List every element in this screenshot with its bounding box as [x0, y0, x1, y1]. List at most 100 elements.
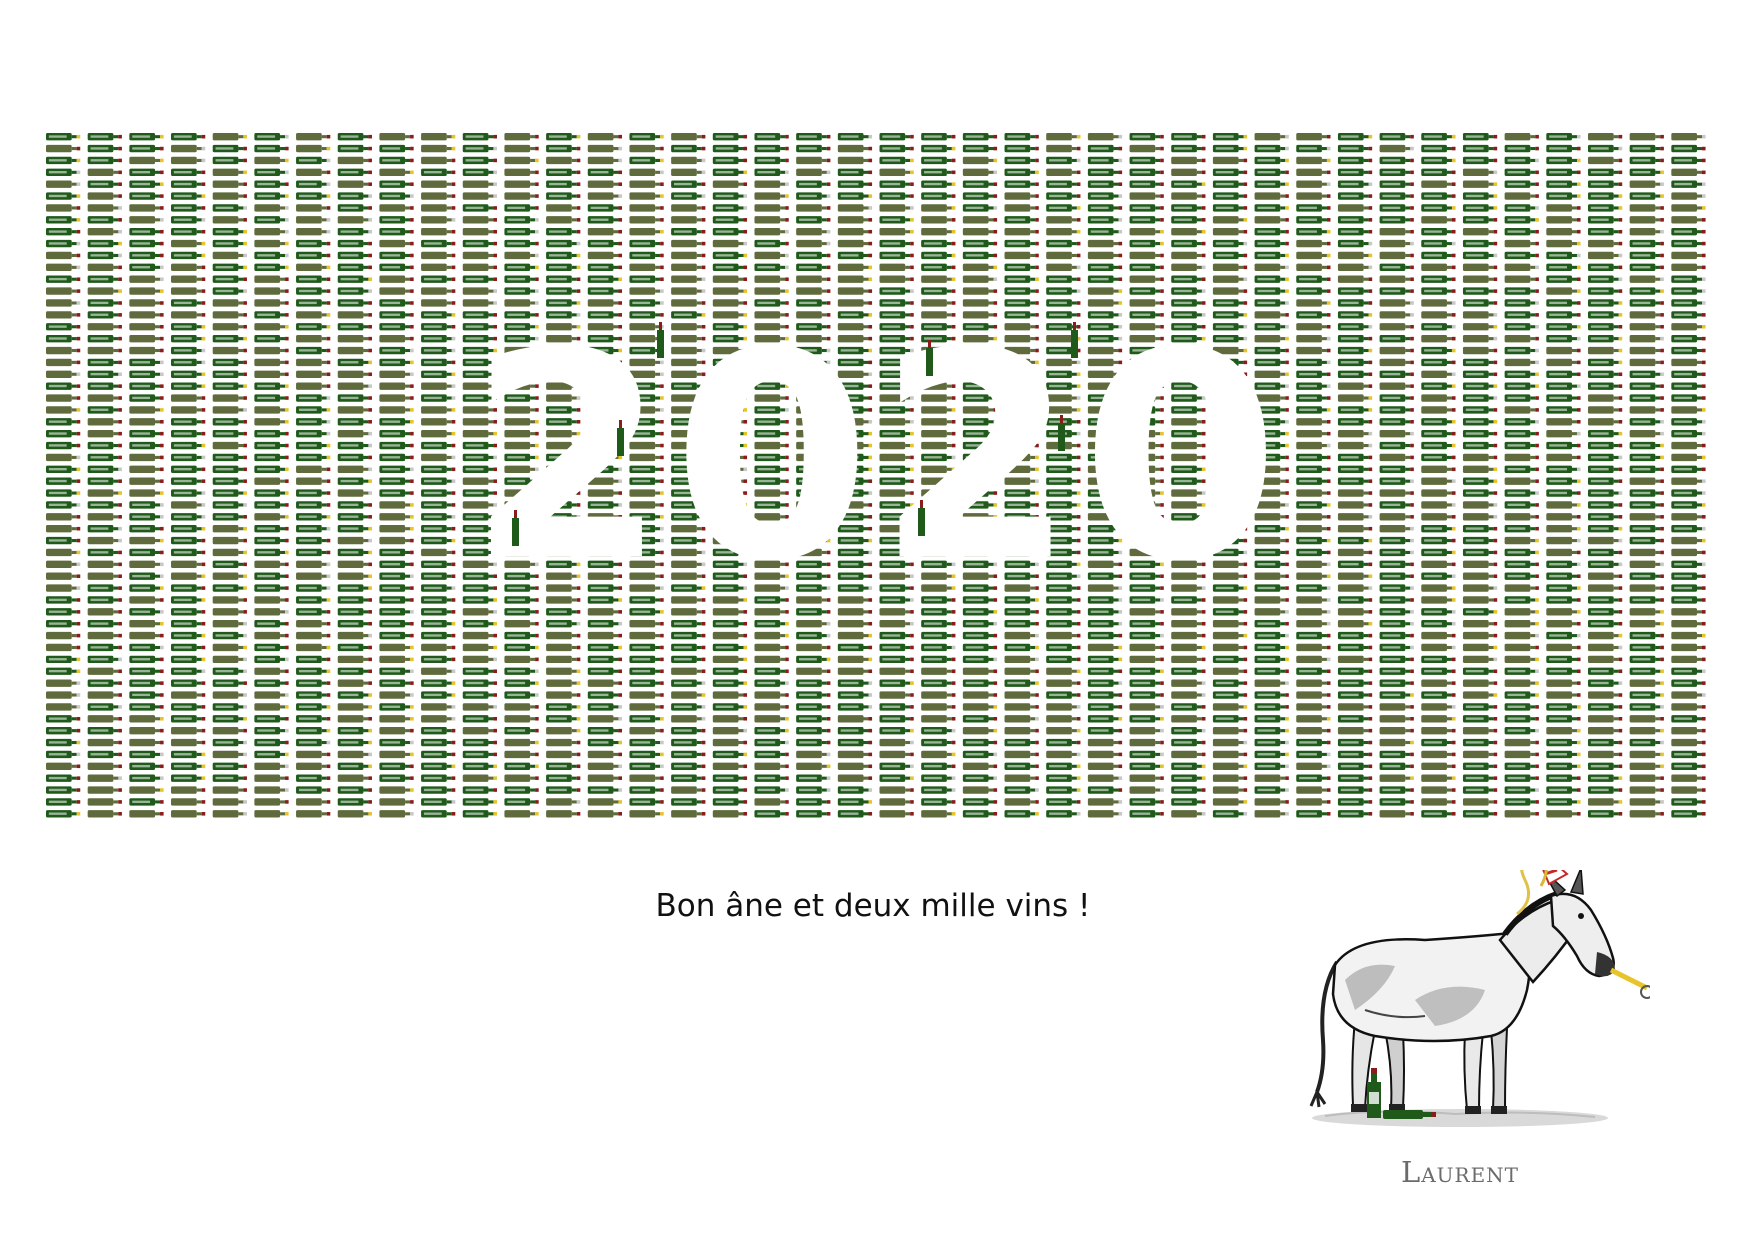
- wine-bottle-icon: [337, 620, 372, 628]
- wine-bottle-icon: [712, 358, 748, 367]
- wine-bottle-icon: [171, 263, 206, 272]
- wine-bottle-icon: [1462, 299, 1498, 307]
- wine-bottle-icon: [1462, 287, 1498, 295]
- wine-bottle-icon: [1379, 774, 1414, 782]
- wine-bottle-icon: [1462, 489, 1498, 497]
- wine-bottle-icon: [1129, 453, 1164, 462]
- wine-bottle-icon: [754, 620, 789, 628]
- wine-bottle-icon: [1129, 655, 1164, 664]
- wine-bottle-icon: [379, 513, 414, 521]
- wine-bottle-icon: [1171, 774, 1206, 782]
- wine-bottle-icon: [671, 774, 706, 782]
- wine-bottle-icon: [671, 453, 706, 462]
- wine-bottle-icon: [1629, 762, 1664, 770]
- wine-bottle-icon: [1087, 453, 1123, 462]
- wine-bottle-icon: [337, 263, 372, 272]
- wine-bottle-icon: [1587, 156, 1623, 165]
- wine-bottle-icon: [504, 679, 539, 687]
- wine-bottle-icon: [587, 798, 623, 806]
- wine-bottle-icon: [1087, 156, 1123, 165]
- wine-bottle-icon: [796, 525, 831, 533]
- wine-bottle-icon: [1504, 239, 1539, 248]
- wine-bottle-icon: [1462, 180, 1498, 188]
- wine-bottle-icon: [171, 560, 206, 569]
- wine-bottle-icon: [1129, 406, 1164, 414]
- wine-bottle-icon: [46, 156, 81, 165]
- wine-bottle-icon: [462, 477, 497, 485]
- wine-bottle-icon: [1046, 477, 1081, 485]
- wine-bottle-icon: [129, 275, 164, 283]
- wine-bottle-icon: [1629, 180, 1664, 188]
- wine-bottle-icon: [1504, 536, 1539, 545]
- wine-bottle-icon: [1587, 691, 1623, 699]
- wine-bottle-icon: [337, 536, 372, 545]
- wine-bottle-icon: [921, 810, 956, 818]
- wine-bottle-icon: [837, 738, 873, 747]
- wine-bottle-icon: [629, 192, 664, 200]
- wine-bottle-icon: [337, 180, 372, 188]
- wine-bottle-icon: [587, 441, 623, 450]
- wine-bottle-icon: [796, 584, 831, 592]
- wine-bottle-icon: [1337, 275, 1373, 283]
- wine-bottle-icon: [1212, 643, 1248, 652]
- wine-bottle-icon: [796, 382, 831, 390]
- wine-bottle-icon: [671, 180, 706, 188]
- wine-bottle-icon: [1337, 536, 1373, 545]
- wine-bottle-icon: [712, 738, 748, 747]
- wine-bottle-icon: [1296, 798, 1331, 806]
- wine-bottle-icon: [962, 311, 998, 319]
- wine-bottle-icon: [1421, 596, 1456, 604]
- wine-bottle-icon: [546, 513, 581, 521]
- wine-bottle-icon: [921, 334, 956, 343]
- wine-bottle-icon: [254, 548, 289, 557]
- wine-bottle-icon: [1004, 655, 1039, 664]
- wine-bottle-icon: [1546, 358, 1581, 367]
- wine-bottle-icon: [587, 429, 623, 438]
- wine-bottle-icon: [254, 572, 289, 580]
- wine-bottle-icon: [379, 287, 414, 295]
- wine-bottle-icon: [587, 133, 623, 141]
- wine-bottle-icon: [1254, 643, 1289, 652]
- wine-bottle-icon: [1046, 370, 1081, 378]
- wine-bottle-icon: [1462, 275, 1498, 283]
- wine-bottle-icon: [1379, 548, 1414, 557]
- wine-bottle-icon: [421, 703, 456, 711]
- wine-bottle-icon: [1629, 738, 1664, 747]
- wine-bottle-icon: [796, 643, 831, 652]
- wine-bottle-icon: [421, 477, 456, 485]
- wine-bottle-icon: [1171, 679, 1206, 687]
- wine-bottle-icon: [337, 192, 372, 200]
- wine-bottle-icon: [296, 144, 331, 153]
- wine-bottle-icon: [1421, 334, 1456, 343]
- wine-bottle-icon: [879, 144, 914, 153]
- wine-bottle-icon: [1046, 762, 1081, 770]
- wine-bottle-icon: [87, 228, 122, 236]
- wine-bottle-icon: [1587, 608, 1623, 616]
- wine-bottle-icon: [1546, 204, 1581, 212]
- wine-bottle-icon: [379, 168, 414, 177]
- wine-bottle-icon: [87, 180, 122, 188]
- wine-bottle-icon: [546, 406, 581, 414]
- wine-bottle-icon: [1337, 584, 1373, 592]
- wine-bottle-icon: [921, 429, 956, 438]
- wine-bottle-icon: [657, 322, 664, 358]
- wine-bottle-icon: [87, 703, 122, 711]
- wine-bottle-icon: [1337, 311, 1373, 319]
- wine-bottle-icon: [1296, 251, 1331, 260]
- wine-bottle-icon: [1296, 429, 1331, 438]
- wine-bottle-icon: [962, 418, 998, 426]
- wine-bottle-icon: [337, 418, 372, 426]
- wine-bottle-icon: [87, 489, 122, 497]
- wine-bottle-icon: [1212, 180, 1248, 188]
- wine-bottle-icon: [254, 786, 289, 794]
- wine-bottle-icon: [87, 406, 122, 414]
- wine-bottle-icon: [1587, 263, 1623, 272]
- wine-bottle-icon: [171, 667, 206, 675]
- wine-bottle-icon: [379, 525, 414, 533]
- wine-bottle-icon: [129, 620, 164, 628]
- wine-bottle-icon: [1587, 144, 1623, 153]
- wine-bottle-icon: [1546, 216, 1581, 224]
- wine-bottle-icon: [1504, 584, 1539, 592]
- wine-bottle-icon: [1379, 133, 1414, 141]
- wine-bottle-icon: [1337, 323, 1373, 331]
